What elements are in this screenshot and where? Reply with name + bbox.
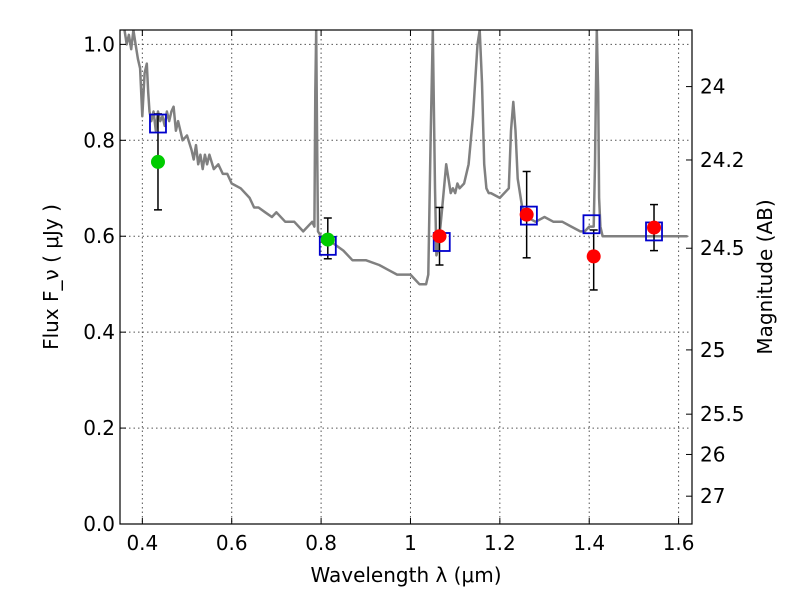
- observed-point: [519, 207, 534, 222]
- observed-point: [150, 154, 165, 169]
- x-tick-label: 0.6: [216, 531, 248, 555]
- y-tick-label: 0.8: [83, 128, 115, 152]
- right-tick-label: 24: [700, 75, 725, 99]
- x-axis-label: Wavelength λ (μm): [310, 563, 501, 587]
- observed-point: [647, 220, 662, 235]
- x-tick-label: 0.8: [305, 531, 337, 555]
- ticks-layer: 0.4 0.6 0.8 1 1.2 1.4 1.6 0.0 0.2 0.4 0.6 0.8 1.0 24 2…: [83, 30, 745, 555]
- x-tick-label: 1.6: [663, 531, 695, 555]
- y-tick-label: 0.6: [83, 224, 115, 248]
- y-tick-label: 0.0: [83, 512, 115, 536]
- right-axis-label: Magnitude (AB): [753, 199, 777, 354]
- right-tick-label: 26: [700, 442, 725, 466]
- y-axis-label: Flux F_ν ( μJy ): [39, 204, 63, 350]
- plot-layer: [123, 30, 688, 291]
- y-tick-label: 0.4: [83, 320, 115, 344]
- model-photometry-square: [149, 113, 167, 134]
- x-tick-label: 1: [404, 531, 417, 555]
- observed-point: [320, 232, 335, 247]
- grid-layer: [120, 30, 692, 525]
- x-tick-label: 1.2: [484, 531, 516, 555]
- x-tick-label: 1.4: [573, 531, 605, 555]
- right-tick-label: 27: [700, 484, 725, 508]
- plot-frame: [119, 29, 693, 525]
- right-tick-label: 24.2: [700, 148, 745, 172]
- observed-point: [432, 229, 447, 244]
- right-tick-label: 25: [700, 338, 725, 362]
- spectrum-line: [123, 30, 688, 286]
- x-tick-label: 0.4: [126, 531, 158, 555]
- model-photometry-square: [582, 214, 601, 235]
- observed-point: [586, 249, 601, 264]
- right-tick-label: 25.5: [700, 402, 745, 426]
- y-tick-label: 0.2: [83, 416, 115, 440]
- right-tick-label: 24.5: [700, 236, 745, 260]
- y-tick-label: 1.0: [83, 32, 115, 56]
